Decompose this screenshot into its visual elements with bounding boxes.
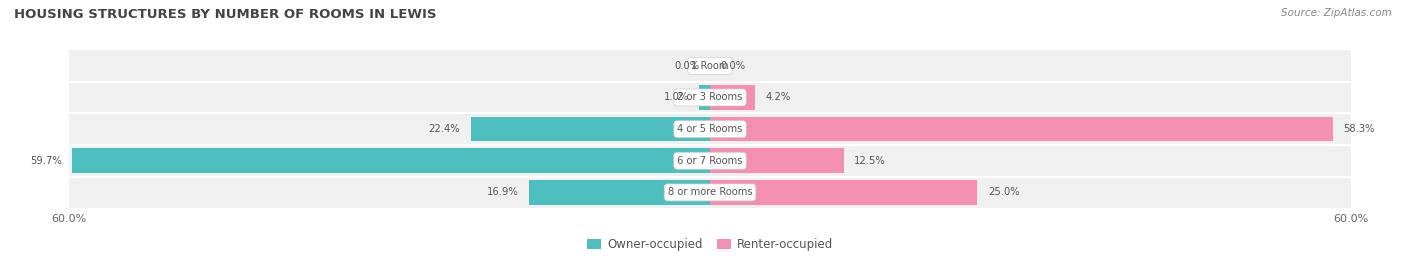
Text: 2 or 3 Rooms: 2 or 3 Rooms [678, 93, 742, 102]
Bar [710, 117, 1333, 141]
Bar [699, 85, 710, 110]
Bar [69, 145, 1351, 176]
Bar [69, 50, 1351, 82]
Text: 16.9%: 16.9% [486, 187, 519, 197]
Text: 4 or 5 Rooms: 4 or 5 Rooms [678, 124, 742, 134]
Text: 0.0%: 0.0% [721, 61, 745, 71]
Text: 6 or 7 Rooms: 6 or 7 Rooms [678, 156, 742, 166]
Bar [710, 148, 844, 173]
Text: HOUSING STRUCTURES BY NUMBER OF ROOMS IN LEWIS: HOUSING STRUCTURES BY NUMBER OF ROOMS IN… [14, 8, 436, 21]
Text: 4.2%: 4.2% [766, 93, 790, 102]
Text: 12.5%: 12.5% [855, 156, 886, 166]
Text: Source: ZipAtlas.com: Source: ZipAtlas.com [1281, 8, 1392, 18]
Text: 59.7%: 59.7% [30, 156, 62, 166]
Text: 1.0%: 1.0% [664, 93, 689, 102]
Bar [69, 176, 1351, 208]
Bar [69, 113, 1351, 145]
Bar [471, 117, 710, 141]
Text: 25.0%: 25.0% [988, 187, 1019, 197]
Bar [69, 82, 1351, 113]
Text: 1 Room: 1 Room [692, 61, 728, 71]
Legend: Owner-occupied, Renter-occupied: Owner-occupied, Renter-occupied [582, 233, 838, 256]
Bar [710, 180, 977, 205]
Text: 8 or more Rooms: 8 or more Rooms [668, 187, 752, 197]
Text: 58.3%: 58.3% [1344, 124, 1375, 134]
Bar [530, 180, 710, 205]
Text: 22.4%: 22.4% [429, 124, 460, 134]
Text: 0.0%: 0.0% [675, 61, 699, 71]
Bar [710, 85, 755, 110]
Bar [72, 148, 710, 173]
